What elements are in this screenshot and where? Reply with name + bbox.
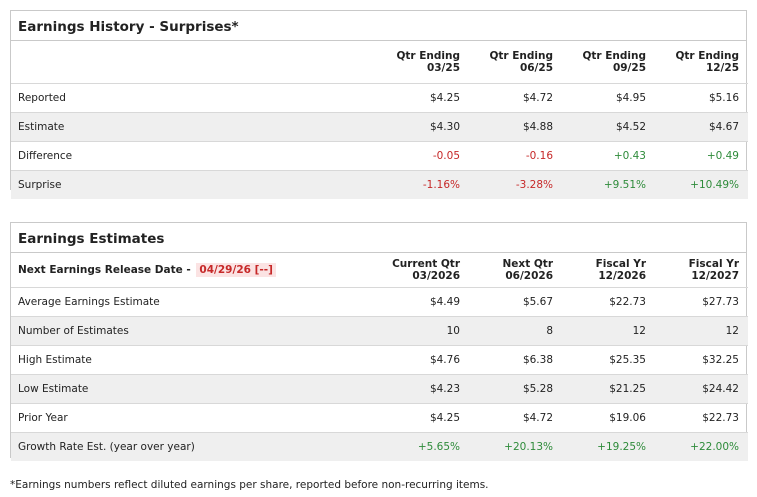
table-cell: $4.95 <box>560 82 653 112</box>
column-header: Fiscal Yr 12/2026 <box>560 253 653 287</box>
table-cell: -0.05 <box>374 140 467 170</box>
table-cell: $4.49 <box>374 286 467 316</box>
table-cell: $4.72 <box>467 82 560 112</box>
column-header-line1: Next Qtr <box>502 257 553 270</box>
table-cell: $19.06 <box>560 402 653 432</box>
column-header-line1: Fiscal Yr <box>595 257 646 270</box>
table-cell: $22.73 <box>560 286 653 316</box>
table-row-reported: Reported $4.25 $4.72 $4.95 $5.16 <box>11 82 748 112</box>
row-label: Growth Rate Est. (year over year) <box>11 431 374 461</box>
column-header-line2: 03/25 <box>426 61 460 74</box>
table-cell: +20.13% <box>467 431 560 461</box>
table-cell: +10.49% <box>653 169 748 199</box>
column-header: Qtr Ending 12/25 <box>653 41 748 83</box>
table-cell: $32.25 <box>653 344 748 374</box>
table-row-low-estimate: Low Estimate $4.23 $5.28 $21.25 $24.42 <box>11 373 748 403</box>
column-header: Next Qtr 06/2026 <box>467 253 560 287</box>
row-label: Reported <box>11 82 374 112</box>
column-header: Fiscal Yr 12/2027 <box>653 253 748 287</box>
table-cell: 12 <box>653 315 748 345</box>
earnings-history-table: Qtr Ending 03/25 Qtr Ending 06/25 Qtr Endi… <box>11 41 748 199</box>
table-row-estimate: Estimate $4.30 $4.88 $4.52 $4.67 <box>11 111 748 141</box>
table-header-row: Qtr Ending 03/25 Qtr Ending 06/25 Qtr Endi… <box>11 41 748 83</box>
table-cell: 8 <box>467 315 560 345</box>
column-header: Current Qtr 03/2026 <box>374 253 467 287</box>
table-cell: $4.67 <box>653 111 748 141</box>
table-cell: -3.28% <box>467 169 560 199</box>
table-cell: $5.67 <box>467 286 560 316</box>
table-cell: $27.73 <box>653 286 748 316</box>
earnings-history-title: Earnings History - Surprises* <box>11 11 746 41</box>
column-header-line1: Qtr Ending <box>582 49 646 62</box>
table-cell: $4.52 <box>560 111 653 141</box>
column-header-line2: 03/2026 <box>412 269 460 282</box>
table-cell: +22.00% <box>653 431 748 461</box>
table-cell: +19.25% <box>560 431 653 461</box>
table-cell: +0.49 <box>653 140 748 170</box>
row-label: High Estimate <box>11 344 374 374</box>
table-cell: 12 <box>560 315 653 345</box>
table-row-growth-rate: Growth Rate Est. (year over year) +5.65%… <box>11 431 748 461</box>
row-label: Average Earnings Estimate <box>11 286 374 316</box>
table-header-row: Next Earnings Release Date - 04/29/26 [-… <box>11 253 748 287</box>
column-header-line1: Current Qtr <box>392 257 460 270</box>
table-cell: +5.65% <box>374 431 467 461</box>
table-cell: $24.42 <box>653 373 748 403</box>
table-row-high-estimate: High Estimate $4.76 $6.38 $25.35 $32.25 <box>11 344 748 374</box>
earnings-estimates-title: Earnings Estimates <box>11 223 746 253</box>
table-cell: $4.23 <box>374 373 467 403</box>
table-cell: $22.73 <box>653 402 748 432</box>
next-release-header: Next Earnings Release Date - 04/29/26 [-… <box>11 253 374 287</box>
row-label: Surprise <box>11 169 374 199</box>
row-label: Difference <box>11 140 374 170</box>
row-label: Estimate <box>11 111 374 141</box>
column-header-line2: 06/2026 <box>505 269 553 282</box>
column-header-line2: 12/2026 <box>598 269 646 282</box>
column-header-line2: 12/25 <box>705 61 739 74</box>
column-header-line1: Qtr Ending <box>489 49 553 62</box>
table-row-average-estimate: Average Earnings Estimate $4.49 $5.67 $2… <box>11 286 748 316</box>
table-cell: $25.35 <box>560 344 653 374</box>
table-row-prior-year: Prior Year $4.25 $4.72 $19.06 $22.73 <box>11 402 748 432</box>
table-row-difference: Difference -0.05 -0.16 +0.43 +0.49 <box>11 140 748 170</box>
table-cell: +0.43 <box>560 140 653 170</box>
table-cell: $5.16 <box>653 82 748 112</box>
column-header-line2: 06/25 <box>519 61 553 74</box>
next-release-date-badge[interactable]: 04/29/26 [--] <box>196 262 276 277</box>
table-cell: -1.16% <box>374 169 467 199</box>
table-cell: $6.38 <box>467 344 560 374</box>
earnings-estimates-panel: Earnings Estimates Next Earnings Release… <box>10 222 748 461</box>
earnings-estimates-table: Next Earnings Release Date - 04/29/26 [-… <box>11 253 748 461</box>
table-row-surprise: Surprise -1.16% -3.28% +9.51% +10.49% <box>11 169 748 199</box>
column-header: Qtr Ending 09/25 <box>560 41 653 83</box>
row-label: Low Estimate <box>11 373 374 403</box>
table-cell: $4.72 <box>467 402 560 432</box>
column-header-line1: Qtr Ending <box>675 49 739 62</box>
column-header-line2: 12/2027 <box>691 269 739 282</box>
table-cell: $4.25 <box>374 402 467 432</box>
table-cell: -0.16 <box>467 140 560 170</box>
table-cell: $4.76 <box>374 344 467 374</box>
table-cell: $21.25 <box>560 373 653 403</box>
footnote: *Earnings numbers reflect diluted earnin… <box>10 479 489 491</box>
table-row-number-of-estimates: Number of Estimates 10 8 12 12 <box>11 315 748 345</box>
column-header: Qtr Ending 03/25 <box>374 41 467 83</box>
row-label: Number of Estimates <box>11 315 374 345</box>
column-header-line1: Qtr Ending <box>396 49 460 62</box>
next-release-label: Next Earnings Release Date - <box>18 263 191 276</box>
earnings-history-panel: Earnings History - Surprises* Qtr Ending… <box>10 10 748 199</box>
column-header-line2: 09/25 <box>612 61 646 74</box>
table-cell: $4.30 <box>374 111 467 141</box>
table-cell: +9.51% <box>560 169 653 199</box>
table-cell: $4.25 <box>374 82 467 112</box>
table-cell: $4.88 <box>467 111 560 141</box>
row-label: Prior Year <box>11 402 374 432</box>
table-cell: 10 <box>374 315 467 345</box>
column-header-line1: Fiscal Yr <box>688 257 739 270</box>
header-blank <box>11 41 374 83</box>
column-header: Qtr Ending 06/25 <box>467 41 560 83</box>
table-cell: $5.28 <box>467 373 560 403</box>
